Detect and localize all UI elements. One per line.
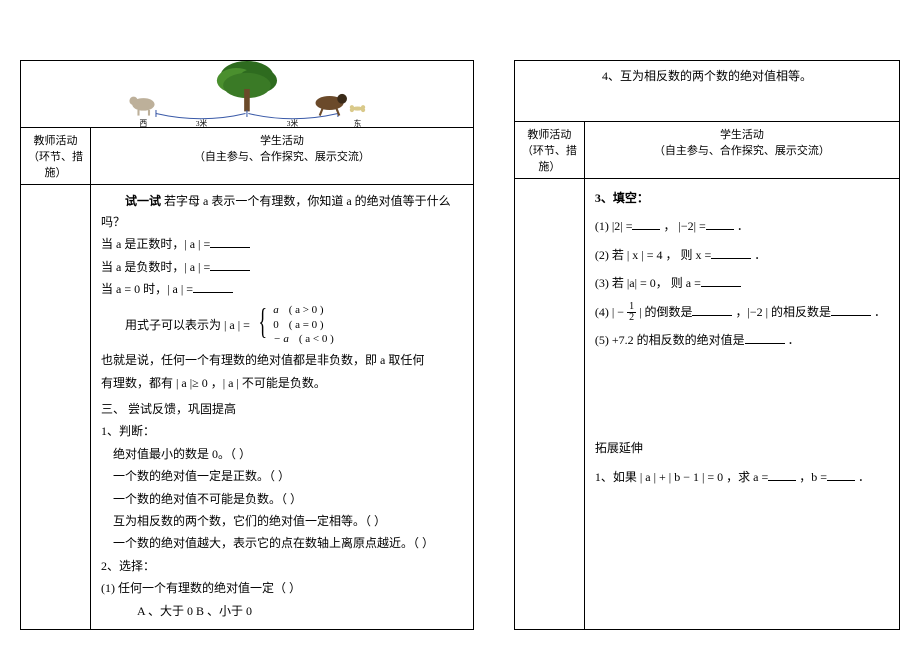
q2-stem: (1) 任何一个有理数的绝对值一定（ ）	[101, 578, 463, 598]
p4: 当 a = 0 时，| a | =	[101, 279, 463, 299]
student-title: 学生活动	[97, 132, 467, 148]
p6: 有理数，都有 | a |≥ 0 ，| a | 不可能是负数。	[101, 373, 463, 393]
right-header-row: 教师活动 （环节、措施） 学生活动 （自主参与、合作探究、展示交流）	[515, 121, 899, 179]
teacher-body-right	[515, 179, 585, 629]
abs-formula: 用式子可以表示为 | a | = { a( a > 0 ) 0( a = 0 )…	[125, 303, 463, 346]
number-line-illustration: 西 东 3米 3米	[21, 61, 473, 127]
east-label: 东	[354, 118, 362, 127]
q1-i1: 绝对值最小的数是 0。（ ）	[101, 444, 463, 464]
q3-5: (5) +7.2 的相反数的绝对值是 ．	[595, 327, 889, 353]
west-label: 西	[140, 119, 148, 127]
try-it-bold: 试一试	[125, 194, 161, 208]
p2: 当 a 是正数时，| a | =	[101, 234, 463, 254]
teacher-header-right: 教师活动 （环节、措施）	[515, 122, 585, 178]
page-container: 西 东 3米 3米 教师活动 （环节、措施） 学生活动 （自主参与、合作探究、展…	[0, 0, 920, 650]
q3-title: 3、填空：	[595, 185, 889, 211]
q3-1: (1) |2| = ， |−2| = ．	[595, 213, 889, 239]
q2-title: 2、选择：	[101, 556, 463, 576]
dist-left: 3米	[196, 118, 208, 127]
blank	[210, 259, 250, 271]
left-column: 西 东 3米 3米 教师活动 （环节、措施） 学生活动 （自主参与、合作探究、展…	[20, 60, 474, 630]
q1-title: 1、判断：	[101, 421, 463, 441]
right-body-row: 3、填空： (1) |2| = ， |−2| = ． (2) 若 | x | =…	[515, 179, 899, 629]
q3-3: (3) 若 |a| = 0， 则 a =	[595, 270, 889, 296]
left-body-row: 试一试 若字母 a 表示一个有理数，你知道 a 的绝对值等于什么吗？ 当 a 是…	[21, 185, 473, 629]
student-sub: （自主参与、合作探究、展示交流）	[97, 148, 467, 164]
p3: 当 a 是负数时，| a | =	[101, 257, 463, 277]
top-note-right: 4、互为相反数的两个数的绝对值相等。	[515, 61, 899, 121]
student-body-right: 3、填空： (1) |2| = ， |−2| = ． (2) 若 | x | =…	[585, 179, 899, 629]
q3-2: (2) 若 | x | = 4 ， 则 x = ．	[595, 242, 889, 268]
q1-i2: 一个数的绝对值一定是正数。（ ）	[101, 466, 463, 486]
cases-column: a( a > 0 ) 0( a = 0 ) − a( a < 0 )	[273, 303, 334, 346]
brace-icon: {	[258, 303, 267, 346]
q2-opts: A 、大于 0 B 、小于 0	[101, 601, 463, 621]
p5: 也就是说，任何一个有理数的绝对值都是非负数，即 a 取任何	[101, 350, 463, 370]
student-body-left: 试一试 若字母 a 表示一个有理数，你知道 a 的绝对值等于什么吗？ 当 a 是…	[91, 185, 473, 629]
dist-right: 3米	[287, 118, 299, 127]
teacher-header-text: 教师活动 （环节、措施）	[27, 132, 84, 180]
cases-brace: { a( a > 0 ) 0( a = 0 ) − a( a < 0 )	[254, 303, 334, 346]
left-header-row: 教师活动 （环节、措施） 学生活动 （自主参与、合作探究、展示交流）	[21, 127, 473, 185]
ext-title: 拓展延伸	[595, 435, 889, 461]
student-header-right: 学生活动 （自主参与、合作探究、展示交流）	[585, 122, 899, 178]
fraction-half: 12	[627, 302, 636, 323]
blank	[210, 236, 250, 248]
q1-i4: 互为相反数的两个数，它们的绝对值一定相等。（ ）	[101, 511, 463, 531]
teacher-header-left: 教师活动 （环节、措施）	[21, 128, 91, 184]
teacher-body-left	[21, 185, 91, 629]
illustration-region: 西 东 3米 3米	[21, 61, 473, 127]
blank	[193, 281, 233, 293]
q3-4: (4) | − 12 | 的倒数是 ，|−2 | 的相反数是 ．	[595, 299, 889, 325]
q1-i3: 一个数的绝对值不可能是负数。（ ）	[101, 489, 463, 509]
q1-i5: 一个数的绝对值越大，表示它的点在数轴上离原点越近。（ ）	[101, 533, 463, 553]
try-it-line: 试一试 若字母 a 表示一个有理数，你知道 a 的绝对值等于什么吗？	[101, 191, 463, 232]
sec3-title: 三、 尝试反馈，巩固提高	[101, 399, 463, 419]
ext-1: 1、如果 | a | + | b − 1 | = 0 ，求 a = ，b = ．	[595, 464, 889, 490]
spacer	[595, 355, 889, 435]
right-column: 4、互为相反数的两个数的绝对值相等。 教师活动 （环节、措施） 学生活动 （自主…	[514, 60, 900, 630]
formula-prefix: 用式子可以表示为 | a | =	[125, 315, 250, 335]
student-header-left: 学生活动 （自主参与、合作探究、展示交流）	[91, 128, 473, 184]
